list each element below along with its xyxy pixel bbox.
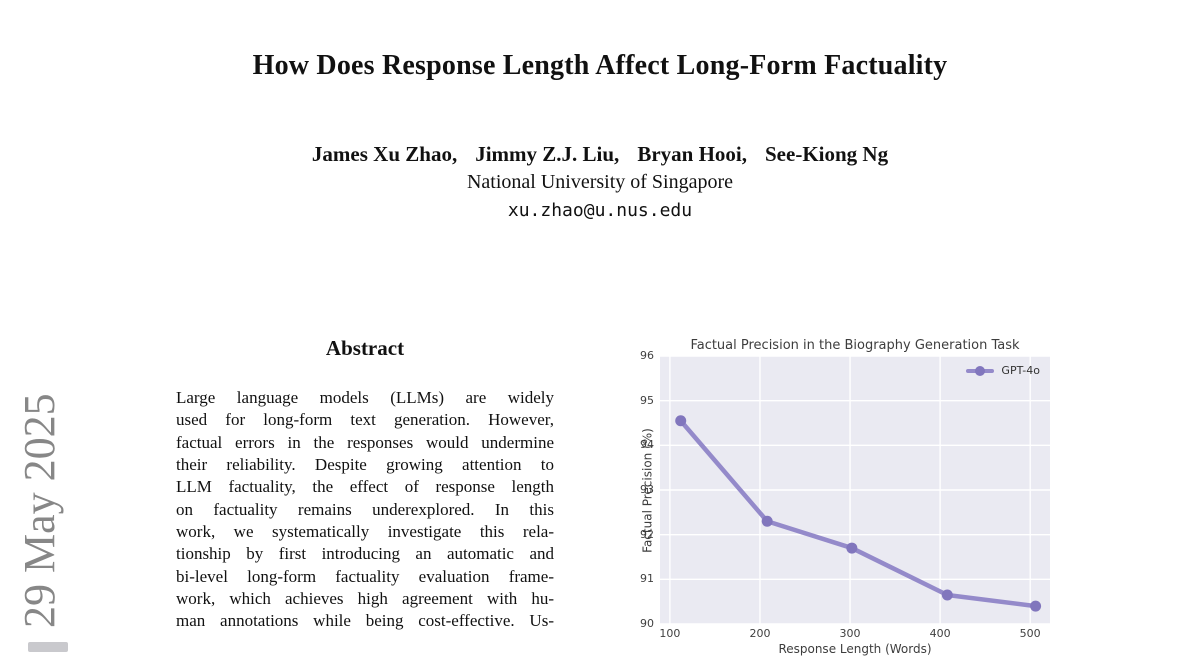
abstract-line: LLM factuality, the effect of response l… bbox=[176, 477, 554, 497]
affiliation: National University of Singapore bbox=[466, 171, 734, 193]
legend-line-marker-icon bbox=[966, 365, 995, 376]
abstract-line: work, we systematically investigate this… bbox=[176, 522, 554, 542]
chart-canvas bbox=[660, 356, 1050, 624]
y-tick-label: 92 bbox=[640, 527, 654, 541]
author-name: Jimmy Z.J. Liu, bbox=[475, 142, 620, 166]
arxiv-date-watermark: 29 May 2025 bbox=[15, 393, 64, 628]
authors-row: James Xu Zhao, Jimmy Z.J. Liu, Bryan Hooi,… bbox=[0, 142, 1200, 167]
contact-email: xu.zhao@u.nus.edu bbox=[507, 200, 693, 221]
x-axis-label: Response Length (Words) bbox=[778, 642, 932, 656]
abstract-line: work, which achieves high agreement with… bbox=[176, 589, 554, 609]
abstract-line: man annotations while being cost-effecti… bbox=[176, 611, 554, 631]
y-axis-label: Factual Precision (%) bbox=[640, 428, 655, 553]
abstract-heading: Abstract bbox=[325, 336, 405, 360]
y-tick-label: 93 bbox=[640, 483, 654, 496]
x-tick-label: 200 bbox=[749, 627, 771, 640]
chart-legend: GPT-4o bbox=[966, 364, 1040, 377]
abstract-line: bi-level long-form factuality evaluation… bbox=[176, 566, 554, 586]
x-tick-label: 300 bbox=[839, 627, 861, 640]
author-name: James Xu Zhao, bbox=[311, 142, 458, 166]
y-tick-label: 96 bbox=[640, 349, 654, 362]
author-name: Bryan Hooi, bbox=[637, 142, 747, 166]
legend-series-label: GPT-4o bbox=[1001, 364, 1040, 377]
y-tick-label: 95 bbox=[640, 393, 654, 407]
x-tick-label: 500 bbox=[1019, 627, 1041, 640]
y-tick-label: 90 bbox=[640, 617, 654, 630]
abstract-line: tionship by first introducing an automat… bbox=[176, 544, 554, 564]
y-tick-label: 91 bbox=[640, 572, 654, 586]
abstract-body: Large language models (LLMs) are widely u… bbox=[176, 387, 554, 633]
y-tick-label: 94 bbox=[640, 438, 654, 452]
x-tick-label: 100 bbox=[659, 627, 681, 640]
author-name: See-Kiong Ng bbox=[765, 142, 889, 166]
chart-plot-area: GPT-4o bbox=[660, 356, 1050, 624]
abstract-line: used for long-form text generation. Howe… bbox=[176, 410, 554, 430]
paper-title: How Does Response Length Affect Long-For… bbox=[252, 50, 948, 81]
abstract-section: Abstract Large language models (LLMs) ar… bbox=[176, 336, 554, 633]
arxiv-watermark-fragment bbox=[28, 642, 68, 652]
abstract-line: on factuality remains underexplored. In … bbox=[176, 499, 554, 519]
abstract-line: factual errors in the responses would un… bbox=[176, 432, 554, 452]
abstract-line: Large language models (LLMs) are widely bbox=[176, 388, 554, 407]
chart-title: Factual Precision in the Biography Gener… bbox=[690, 338, 1020, 353]
abstract-line: their reliability. Despite growing atten… bbox=[176, 455, 554, 475]
x-tick-label: 400 bbox=[929, 627, 951, 640]
